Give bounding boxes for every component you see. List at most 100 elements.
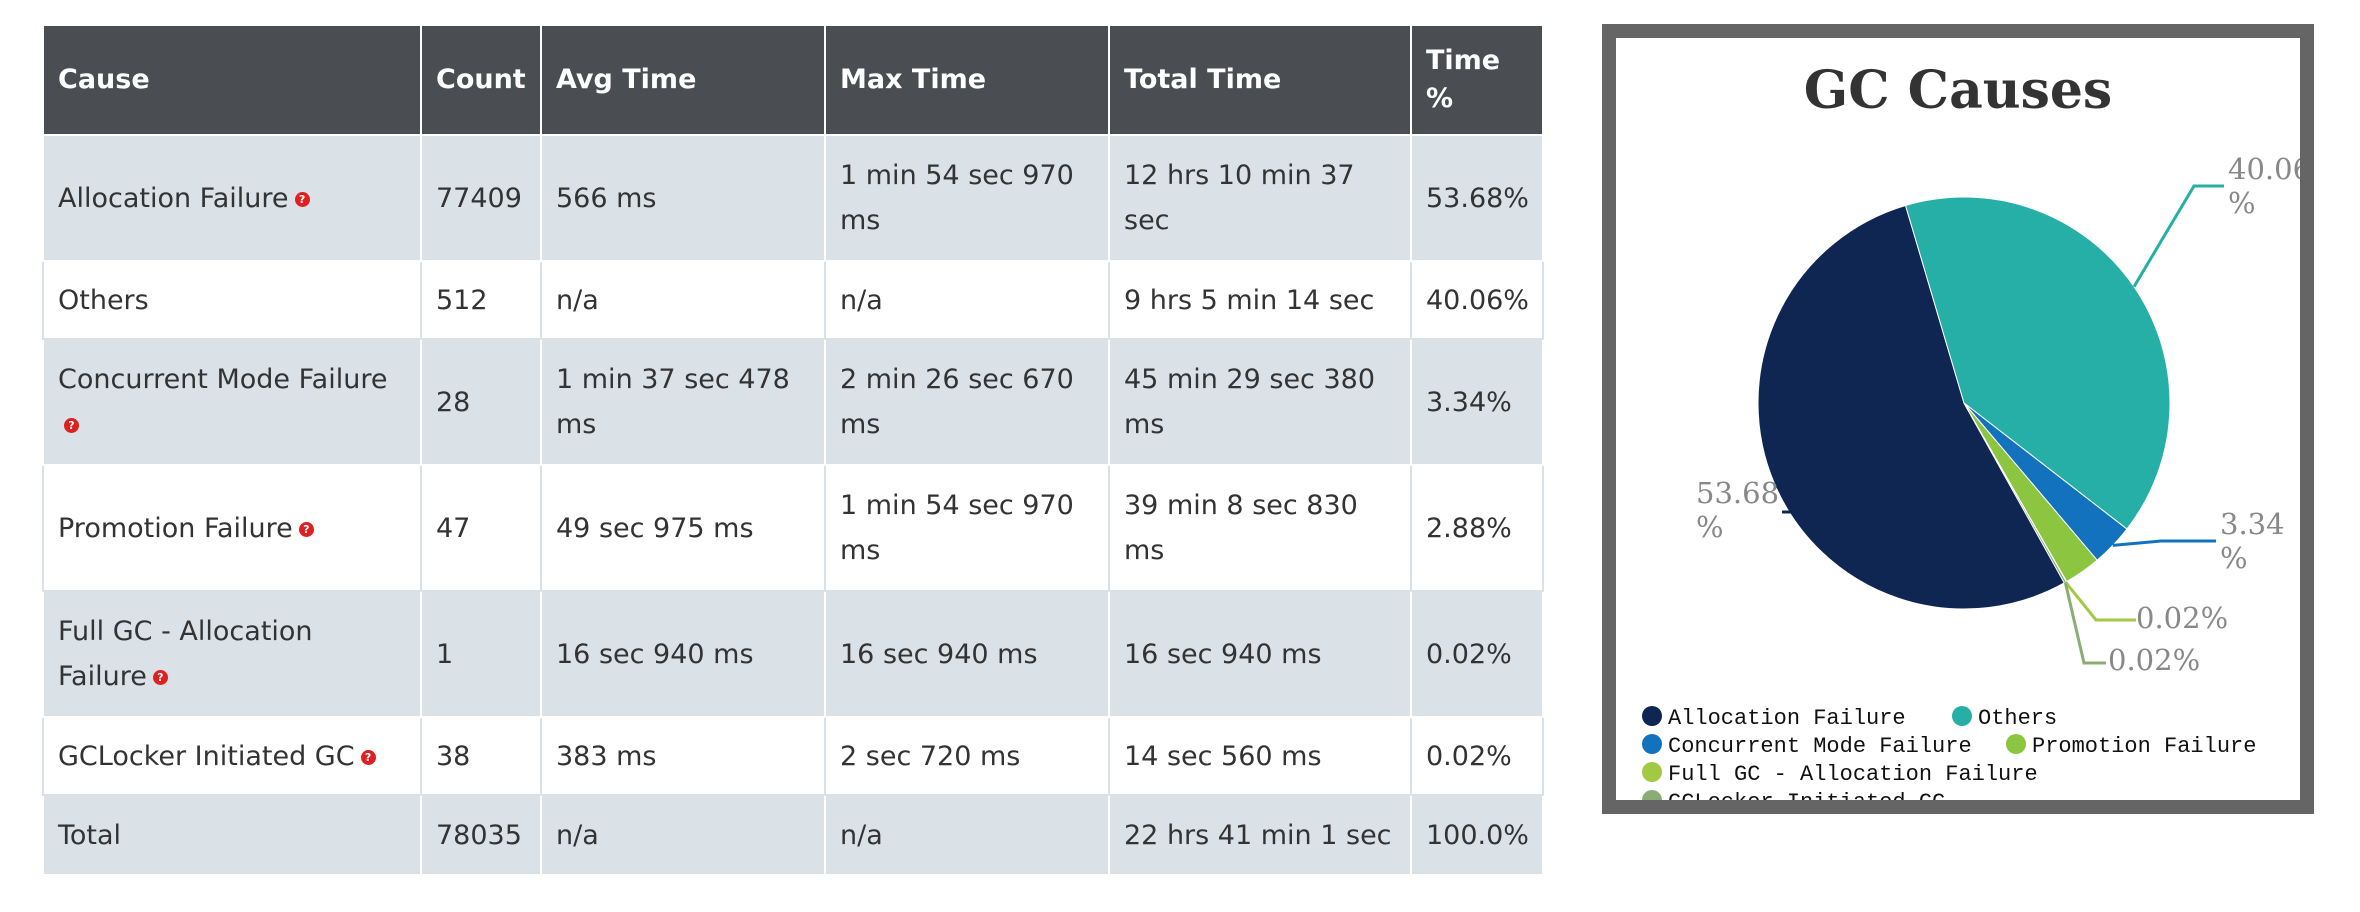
- max-time-cell: 16 sec 940 ms: [824, 590, 1110, 718]
- legend-item[interactable]: Full GC - Allocation Failure: [1668, 762, 2038, 787]
- help-icon[interactable]: ?: [64, 418, 79, 433]
- cause-cell: Total: [42, 794, 422, 876]
- cause-cell: Others: [42, 260, 422, 340]
- table-row: Allocation Failure? 77409 566 ms 1 min 54 s…: [42, 134, 1544, 262]
- cause-cell: Allocation Failure?: [42, 134, 422, 262]
- avg-time-cell: 1 min 37 sec 478 ms: [540, 338, 826, 466]
- avg-time-cell-text: 566 ms: [556, 182, 657, 214]
- avg-time-cell: 49 sec 975 ms: [540, 464, 826, 592]
- legend-marker: [1952, 706, 1972, 726]
- time-percent-cell-text: 3.34%: [1426, 386, 1512, 418]
- header-total-time: Total Time: [1108, 24, 1412, 136]
- total-time-cell: 45 min 29 sec 380 ms: [1108, 338, 1412, 466]
- count-cell-text: 512: [436, 284, 488, 316]
- legend-marker: [1642, 706, 1662, 726]
- max-time-cell-text: 1 min 54 sec 970 ms: [840, 160, 1074, 236]
- avg-time-cell-text: n/a: [556, 284, 599, 316]
- table-row: Concurrent Mode Failure? 28 1 min 37 sec 4…: [42, 338, 1544, 466]
- legend-marker: [1642, 734, 1662, 754]
- cause-cell: GCLocker Initiated GC?: [42, 716, 422, 796]
- time-percent-cell-text: 2.88%: [1426, 512, 1512, 544]
- total-time-cell: 12 hrs 10 min 37 sec: [1108, 134, 1412, 262]
- time-percent-cell-text: 0.02%: [1426, 740, 1512, 772]
- table-header-row: Cause Count Avg Time Max Time Total Time…: [42, 24, 1544, 136]
- count-cell-text: 47: [436, 512, 471, 544]
- table-row: Others 512 n/a n/a 9 hrs 5 min 14 sec 40.06%: [42, 260, 1544, 340]
- cause-cell-text: Total: [58, 819, 122, 851]
- leader-line: [2064, 581, 2136, 622]
- total-time-cell: 22 hrs 41 min 1 sec: [1108, 794, 1412, 876]
- max-time-cell: n/a: [824, 794, 1110, 876]
- total-time-cell-text: 9 hrs 5 min 14 sec: [1124, 284, 1375, 316]
- cause-cell-text: Allocation Failure: [58, 182, 289, 214]
- count-cell-text: 38: [436, 740, 471, 772]
- gc-causes-table: Cause Count Avg Time Max Time Total Time…: [42, 24, 1544, 876]
- max-time-cell: n/a: [824, 260, 1110, 340]
- max-time-cell-text: n/a: [840, 284, 883, 316]
- total-time-cell-text: 12 hrs 10 min 37 sec: [1124, 160, 1355, 236]
- max-time-cell-text: 16 sec 940 ms: [840, 638, 1038, 670]
- time-percent-cell: 40.06%: [1410, 260, 1544, 340]
- total-time-cell: 39 min 8 sec 830 ms: [1108, 464, 1412, 592]
- data-label: 40.06%: [2228, 152, 2300, 220]
- total-time-cell: 14 sec 560 ms: [1108, 716, 1412, 796]
- leader-line: [2132, 184, 2224, 288]
- help-icon[interactable]: ?: [294, 191, 310, 207]
- time-percent-cell: 0.02%: [1410, 590, 1544, 718]
- legend-item[interactable]: GCLocker Initiated GC: [1668, 790, 1945, 800]
- help-icon[interactable]: ?: [298, 521, 314, 537]
- leader-line: [2112, 539, 2216, 547]
- legend-item[interactable]: Concurrent Mode Failure: [1668, 734, 1972, 759]
- cause-cell-text: Full GC - Allocation Failure: [58, 616, 313, 692]
- data-label: 0.02%: [2108, 643, 2200, 677]
- avg-time-cell: 566 ms: [540, 134, 826, 262]
- time-percent-cell-text: 53.68%: [1426, 182, 1529, 214]
- legend-item[interactable]: Others: [1978, 706, 2057, 731]
- max-time-cell: 2 min 26 sec 670 ms: [824, 338, 1110, 466]
- total-time-cell-text: 45 min 29 sec 380 ms: [1124, 364, 1376, 440]
- count-cell: 28: [420, 338, 542, 466]
- max-time-cell: 1 min 54 sec 970 ms: [824, 134, 1110, 262]
- legend-marker: [1642, 762, 1662, 782]
- time-percent-cell: 100.0%: [1410, 794, 1544, 876]
- help-icon[interactable]: ?: [152, 670, 168, 685]
- time-percent-cell: 53.68%: [1410, 134, 1544, 262]
- cause-cell-text: Promotion Failure: [58, 512, 293, 544]
- legend-marker: [1642, 790, 1662, 800]
- max-time-cell-text: 2 sec 720 ms: [840, 740, 1021, 772]
- time-percent-cell: 3.34%: [1410, 338, 1544, 466]
- total-time-cell-text: 39 min 8 sec 830 ms: [1124, 490, 1358, 566]
- time-percent-cell: 0.02%: [1410, 716, 1544, 796]
- help-icon[interactable]: ?: [360, 749, 376, 765]
- count-cell-text: 1: [436, 638, 454, 670]
- legend-item[interactable]: Allocation Failure: [1668, 706, 1906, 731]
- cause-cell-text: Concurrent Mode Failure: [58, 364, 388, 395]
- legend-item[interactable]: Promotion Failure: [2032, 734, 2256, 759]
- time-percent-cell-text: 100.0%: [1426, 819, 1529, 851]
- total-time-cell-text: 14 sec 560 ms: [1124, 740, 1322, 772]
- avg-time-cell: 16 sec 940 ms: [540, 590, 826, 718]
- count-cell-text: 78035: [436, 819, 522, 851]
- max-time-cell-text: 1 min 54 sec 970 ms: [840, 490, 1074, 566]
- cause-cell-text: GCLocker Initiated GC: [58, 740, 355, 772]
- count-cell: 78035: [420, 794, 542, 876]
- max-time-cell-text: n/a: [840, 819, 883, 851]
- header-max-time: Max Time: [824, 24, 1110, 136]
- cause-cell: Full GC - Allocation Failure?: [42, 590, 422, 718]
- header-cause: Cause: [42, 24, 422, 136]
- count-cell: 38: [420, 716, 542, 796]
- avg-time-cell: 383 ms: [540, 716, 826, 796]
- total-time-cell: 16 sec 940 ms: [1108, 590, 1412, 718]
- cause-cell: Promotion Failure?: [42, 464, 422, 592]
- time-percent-cell-text: 0.02%: [1426, 638, 1512, 670]
- gc-causes-chart-panel: GC Causes 53.68% 40.06% 3.34% 0.02% 0.02% Allo…: [1602, 24, 2314, 814]
- avg-time-cell-text: 49 sec 975 ms: [556, 512, 754, 544]
- legend-marker: [2006, 734, 2026, 754]
- avg-time-cell-text: n/a: [556, 819, 599, 851]
- avg-time-cell: n/a: [540, 794, 826, 876]
- leader-line: [2063, 582, 2106, 665]
- table-body: Allocation Failure? 77409 566 ms 1 min 54 s…: [42, 134, 1544, 876]
- max-time-cell: 2 sec 720 ms: [824, 716, 1110, 796]
- count-cell: 77409: [420, 134, 542, 262]
- max-time-cell: 1 min 54 sec 970 ms: [824, 464, 1110, 592]
